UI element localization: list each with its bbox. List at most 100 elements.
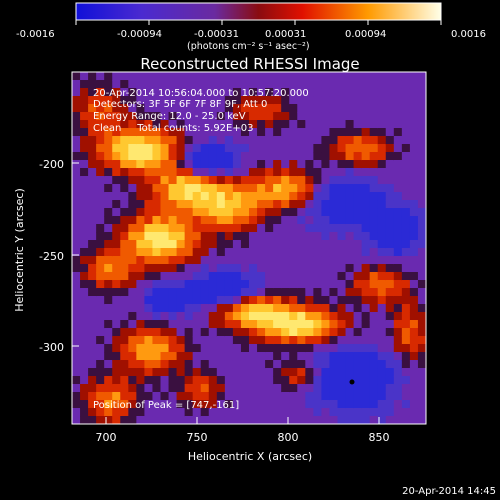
- heatmap-cell: [120, 320, 129, 329]
- heatmap-cell: [265, 256, 274, 265]
- heatmap-cell: [120, 296, 129, 305]
- x-axis-label: Heliocentric X (arcsec): [188, 450, 312, 463]
- heatmap-cell: [305, 216, 314, 225]
- heatmap-cell: [80, 248, 89, 257]
- heatmap-cell: [144, 256, 153, 265]
- heatmap-cell: [297, 192, 306, 201]
- heatmap-cell: [208, 192, 218, 201]
- heatmap-cell: [120, 304, 129, 313]
- heatmap-cell: [152, 88, 161, 97]
- heatmap-cell: [192, 232, 202, 241]
- heatmap-cell: [257, 392, 266, 401]
- heatmap-cell: [377, 336, 387, 345]
- heatmap-cell: [176, 248, 186, 257]
- heatmap-cell: [265, 192, 274, 201]
- heatmap-cell: [208, 280, 218, 289]
- heatmap-cell: [152, 224, 161, 233]
- heatmap-cell: [273, 280, 282, 289]
- heatmap-cell: [120, 120, 129, 129]
- heatmap-cell: [401, 176, 411, 185]
- heatmap-cell: [72, 256, 81, 265]
- heatmap-cell: [152, 320, 161, 329]
- heatmap-cell: [321, 360, 330, 369]
- heatmap-cell: [144, 72, 153, 81]
- heatmap-cell: [240, 248, 250, 257]
- heatmap-cell: [136, 416, 145, 425]
- heatmap-cell: [80, 264, 89, 273]
- heatmap-cell: [305, 288, 314, 297]
- heatmap-cell: [184, 336, 194, 345]
- heatmap-cell: [257, 184, 266, 193]
- heatmap-cell: [385, 104, 395, 113]
- heatmap-cell: [401, 80, 411, 89]
- heatmap-cell: [377, 208, 387, 217]
- heatmap-cell: [353, 360, 363, 369]
- heatmap-cell: [240, 120, 250, 129]
- heatmap-cell: [377, 232, 387, 241]
- heatmap-cell: [168, 408, 178, 417]
- heatmap-cell: [249, 400, 258, 409]
- heatmap-cell: [168, 216, 178, 225]
- heatmap-cell: [192, 152, 202, 161]
- heatmap-cell: [353, 152, 363, 161]
- heatmap-cell: [112, 312, 121, 321]
- heatmap-cell: [297, 392, 306, 401]
- heatmap-cell: [80, 144, 89, 153]
- heatmap-cell: [417, 112, 427, 121]
- heatmap-cell: [112, 408, 121, 417]
- heatmap-cell: [297, 240, 306, 249]
- heatmap-cell: [385, 224, 395, 233]
- heatmap-cell: [377, 192, 387, 201]
- heatmap-cell: [249, 160, 258, 169]
- heatmap-cell: [72, 368, 81, 377]
- heatmap-cell: [329, 288, 338, 297]
- heatmap-cell: [216, 240, 226, 249]
- heatmap-cell: [208, 312, 218, 321]
- heatmap-cell: [192, 224, 202, 233]
- heatmap-cell: [265, 232, 274, 241]
- heatmap-cell: [353, 304, 363, 313]
- heatmap-cell: [265, 384, 274, 393]
- heatmap-cell: [409, 360, 419, 369]
- heatmap-cell: [88, 128, 97, 137]
- heatmap-cell: [361, 264, 371, 273]
- heatmap-cell: [152, 216, 161, 225]
- heatmap-cell: [321, 368, 330, 377]
- heatmap-cell: [120, 368, 129, 377]
- heatmap-cell: [216, 232, 226, 241]
- heatmap-cell: [128, 96, 137, 105]
- heatmap-cell: [160, 240, 170, 249]
- heatmap-cell: [289, 88, 298, 97]
- heatmap-cell: [345, 368, 355, 377]
- heatmap-cell: [72, 160, 81, 169]
- heatmap-cell: [353, 200, 363, 209]
- heatmap-cell: [144, 264, 153, 273]
- heatmap-cell: [192, 160, 202, 169]
- heatmap-cell: [321, 144, 330, 153]
- heatmap-cell: [176, 240, 186, 249]
- heatmap-cell: [297, 376, 306, 385]
- heatmap-cell: [160, 88, 170, 97]
- heatmap-cell: [385, 400, 395, 409]
- heatmap-cell: [136, 208, 145, 217]
- heatmap-cell: [257, 120, 266, 129]
- heatmap-cell: [249, 224, 258, 233]
- heatmap-cell: [321, 96, 330, 105]
- heatmap-cell: [401, 336, 411, 345]
- heatmap-cell: [281, 216, 290, 225]
- heatmap-cell: [289, 296, 298, 305]
- heatmap-cell: [313, 352, 322, 361]
- heatmap-cell: [152, 176, 161, 185]
- heatmap-cell: [240, 80, 250, 89]
- heatmap-cell: [273, 288, 282, 297]
- heatmap-cell: [200, 392, 210, 401]
- heatmap-cell: [120, 168, 129, 177]
- heatmap-cell: [168, 208, 178, 217]
- heatmap-cell: [297, 176, 306, 185]
- heatmap-cell: [289, 336, 298, 345]
- heatmap-cell: [200, 176, 210, 185]
- heatmap-cell: [224, 80, 234, 89]
- heatmap-cell: [369, 112, 379, 121]
- heatmap-cell: [361, 416, 371, 425]
- heatmap-cell: [240, 184, 250, 193]
